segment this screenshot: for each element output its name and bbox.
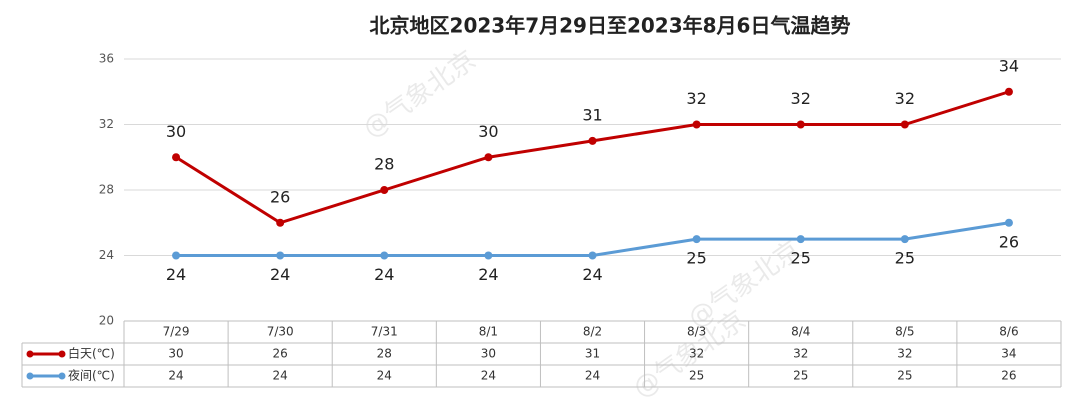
table-value: 32	[793, 347, 808, 361]
table-value: 26	[273, 347, 288, 361]
data-label: 30	[478, 122, 498, 141]
table-value: 24	[273, 369, 288, 383]
data-label: 26	[999, 232, 1019, 251]
point	[588, 136, 597, 145]
table-value: 25	[689, 369, 704, 383]
table-value: 31	[585, 347, 600, 361]
table-value: 32	[689, 347, 704, 361]
x-tick-label: 8/1	[479, 325, 498, 339]
legend-marker	[58, 350, 66, 358]
point	[1004, 218, 1013, 227]
data-label: 25	[791, 249, 811, 268]
y-tick-label: 24	[99, 248, 114, 262]
chart-title: 北京地区2023年7月29日至2023年8月6日气温趋势	[370, 14, 851, 38]
legend-label: 夜间(℃)	[68, 368, 115, 383]
data-label: 25	[686, 249, 706, 268]
x-tick-label: 7/30	[267, 325, 294, 339]
table-value: 34	[1001, 347, 1016, 361]
data-label: 24	[166, 265, 186, 284]
data-label: 24	[374, 265, 394, 284]
x-tick-label: 7/29	[163, 325, 190, 339]
data-label: 30	[166, 122, 186, 141]
point	[588, 251, 597, 260]
x-tick-label: 8/2	[583, 325, 602, 339]
data-label: 24	[478, 265, 498, 284]
point	[172, 153, 181, 162]
data-label: 31	[582, 105, 602, 124]
data-label: 32	[686, 89, 706, 108]
point	[692, 120, 701, 129]
data-label: 34	[999, 56, 1019, 75]
x-tick-label: 8/6	[999, 325, 1018, 339]
y-tick-label: 28	[99, 183, 114, 197]
point	[900, 120, 909, 129]
point	[692, 235, 701, 244]
y-tick-label: 32	[99, 117, 114, 131]
point	[796, 120, 805, 129]
data-label: 25	[895, 249, 915, 268]
x-tick-label: 8/5	[895, 325, 914, 339]
point	[172, 251, 181, 260]
point	[796, 235, 805, 244]
table-value: 24	[481, 369, 496, 383]
table-value: 24	[585, 369, 600, 383]
data-label: 32	[791, 89, 811, 108]
y-tick-label: 20	[99, 314, 114, 328]
data-label: 24	[582, 265, 602, 284]
table-value: 25	[897, 369, 912, 383]
point	[380, 186, 389, 194]
data-label: 28	[374, 155, 394, 174]
point	[276, 218, 285, 227]
table-value: 26	[1001, 369, 1016, 383]
y-tick-label: 36	[99, 52, 114, 66]
x-tick-label: 8/4	[791, 325, 810, 339]
legend-marker	[58, 372, 66, 380]
legend-marker	[26, 372, 34, 380]
data-label: 26	[270, 187, 290, 206]
point	[484, 251, 493, 260]
legend-label: 白天(℃)	[68, 346, 115, 361]
table-value: 24	[168, 369, 183, 383]
table-value: 30	[481, 347, 496, 361]
table-value: 30	[168, 347, 183, 361]
x-tick-label: 8/3	[687, 325, 706, 339]
table-value: 25	[793, 369, 808, 383]
table-value: 28	[377, 347, 392, 361]
data-label: 24	[270, 265, 290, 284]
point	[900, 235, 909, 244]
point	[484, 153, 493, 162]
legend-marker	[26, 350, 34, 358]
point	[1004, 87, 1013, 96]
point	[380, 251, 389, 260]
table-value: 32	[897, 347, 912, 361]
point	[276, 251, 285, 260]
table-value: 24	[377, 369, 392, 383]
x-tick-label: 7/31	[371, 325, 398, 339]
data-label: 32	[895, 89, 915, 108]
